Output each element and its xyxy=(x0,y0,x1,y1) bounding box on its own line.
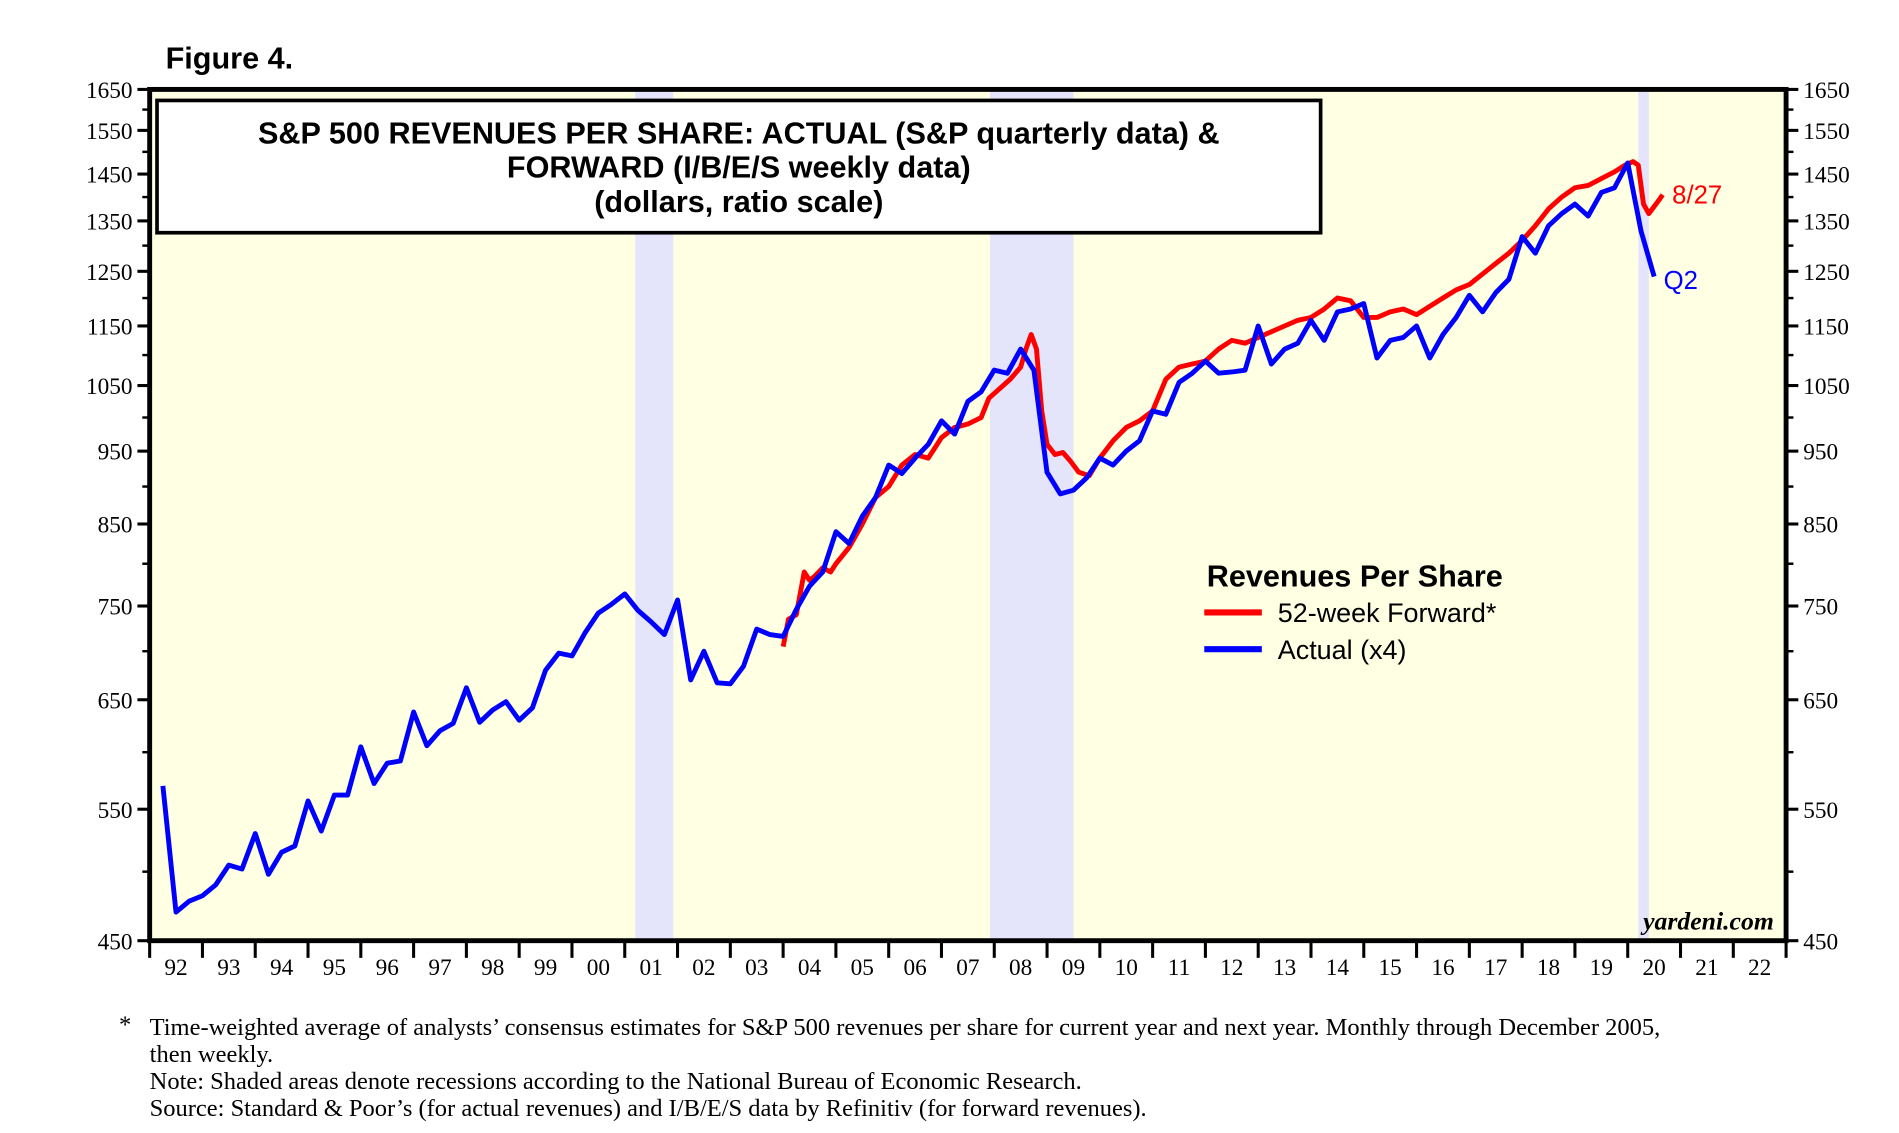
x-tick-label: 01 xyxy=(640,955,663,981)
x-tick-label: 98 xyxy=(481,955,504,981)
x-tick-label: 19 xyxy=(1590,955,1613,981)
y-tick-label-left: 550 xyxy=(98,798,133,824)
footnote-line-1: Time-weighted average of analysts’ conse… xyxy=(150,1014,1661,1041)
x-tick-label: 21 xyxy=(1695,955,1718,981)
x-tick-label: 22 xyxy=(1748,955,1771,981)
y-tick-label-right: 850 xyxy=(1803,513,1838,539)
x-tick-label: 04 xyxy=(798,955,822,981)
y-tick-label-left: 1650 xyxy=(86,78,133,104)
legend-title: Revenues Per Share xyxy=(1207,560,1503,594)
y-tick-label-right: 1150 xyxy=(1803,315,1849,341)
x-tick-label: 92 xyxy=(164,955,187,981)
y-tick-label-right: 1250 xyxy=(1803,260,1850,286)
footnotes: * Time-weighted average of analysts’ con… xyxy=(119,1012,1660,1122)
title-box xyxy=(155,98,1323,235)
x-tick-label: 16 xyxy=(1431,955,1454,981)
x-tick-label: 14 xyxy=(1326,955,1350,981)
y-tick-label-right: 1650 xyxy=(1803,78,1850,104)
footnote-asterisk: * xyxy=(119,1012,131,1039)
y-tick-label-left: 450 xyxy=(98,929,133,955)
y-tick-label-left: 950 xyxy=(98,440,133,466)
y-tick-label-right: 1550 xyxy=(1803,119,1850,145)
y-tick-label-right: 1450 xyxy=(1803,163,1850,189)
legend: Revenues Per Share 52-week Forward* Actu… xyxy=(1204,560,1503,665)
y-tick-label-left: 1350 xyxy=(86,209,133,235)
x-tick-label: 93 xyxy=(217,955,240,981)
figure-label: Figure 4. xyxy=(166,42,294,76)
x-tick-label: 02 xyxy=(692,955,715,981)
y-tick-label-left: 850 xyxy=(98,513,133,539)
plot-frame xyxy=(147,86,1789,944)
x-tick-label: 20 xyxy=(1642,955,1665,981)
chart-title-line-3: (dollars, ratio scale) xyxy=(594,185,883,219)
y-tick-label-right: 650 xyxy=(1803,688,1838,714)
y-tick-label-left: 1250 xyxy=(86,260,133,286)
y-tick-label-left: 1150 xyxy=(87,315,133,341)
footnote-note: Note: Shaded areas denote recessions acc… xyxy=(150,1068,1082,1095)
x-tick-label: 97 xyxy=(428,955,451,981)
forward-end-label: 8/27 xyxy=(1672,181,1722,209)
x-tick-label: 17 xyxy=(1484,955,1507,981)
x-tick-label: 08 xyxy=(1009,955,1032,981)
y-tick-label-right: 1050 xyxy=(1803,374,1850,400)
y-tick-label-left: 1050 xyxy=(86,374,133,400)
x-tick-label: 09 xyxy=(1062,955,1085,981)
y-tick-label-left: 750 xyxy=(98,595,133,621)
x-tick-label: 12 xyxy=(1220,955,1243,981)
legend-label-forward: 52-week Forward* xyxy=(1278,598,1497,628)
x-tick-label: 99 xyxy=(534,955,557,981)
y-tick-label-right: 950 xyxy=(1803,440,1838,466)
x-tick-label: 10 xyxy=(1115,955,1138,981)
recession-band xyxy=(1638,89,1649,941)
y-tick-label-right: 450 xyxy=(1803,929,1838,955)
x-tick-label: 95 xyxy=(323,955,346,981)
x-tick-label: 15 xyxy=(1379,955,1402,981)
x-tick-label: 18 xyxy=(1537,955,1560,981)
chart-title-line-2: FORWARD (I/B/E/S weekly data) xyxy=(507,151,971,185)
x-tick-label: 96 xyxy=(376,955,399,981)
footnote-line-2: then weekly. xyxy=(150,1041,274,1068)
x-tick-label: 05 xyxy=(851,955,874,981)
chart-title-line-1: S&P 500 REVENUES PER SHARE: ACTUAL (S&P … xyxy=(258,116,1220,150)
legend-label-actual: Actual (x4) xyxy=(1278,635,1407,665)
x-tick-label: 07 xyxy=(956,955,979,981)
y-tick-label-right: 750 xyxy=(1803,595,1838,621)
forward-series-line xyxy=(780,159,1665,648)
y-tick-label-right: 550 xyxy=(1803,798,1838,824)
y-tick-label-right: 1350 xyxy=(1803,209,1850,235)
watermark: yardeni.com xyxy=(1640,907,1774,936)
footnote-source: Source: Standard & Poor’s (for actual re… xyxy=(150,1095,1147,1122)
x-tick-label: 13 xyxy=(1273,955,1296,981)
y-tick-label-left: 1550 xyxy=(86,119,133,145)
y-tick-label-left: 1450 xyxy=(86,163,133,189)
x-tick-label: 03 xyxy=(745,955,768,981)
x-tick-label: 94 xyxy=(270,955,294,981)
actual-series-line xyxy=(160,160,1657,915)
y-tick-label-left: 650 xyxy=(98,688,133,714)
x-tick-label: 11 xyxy=(1168,955,1190,981)
x-tick-label: 06 xyxy=(903,955,926,981)
actual-end-label: Q2 xyxy=(1664,267,1698,295)
x-tick-label: 00 xyxy=(587,955,610,981)
